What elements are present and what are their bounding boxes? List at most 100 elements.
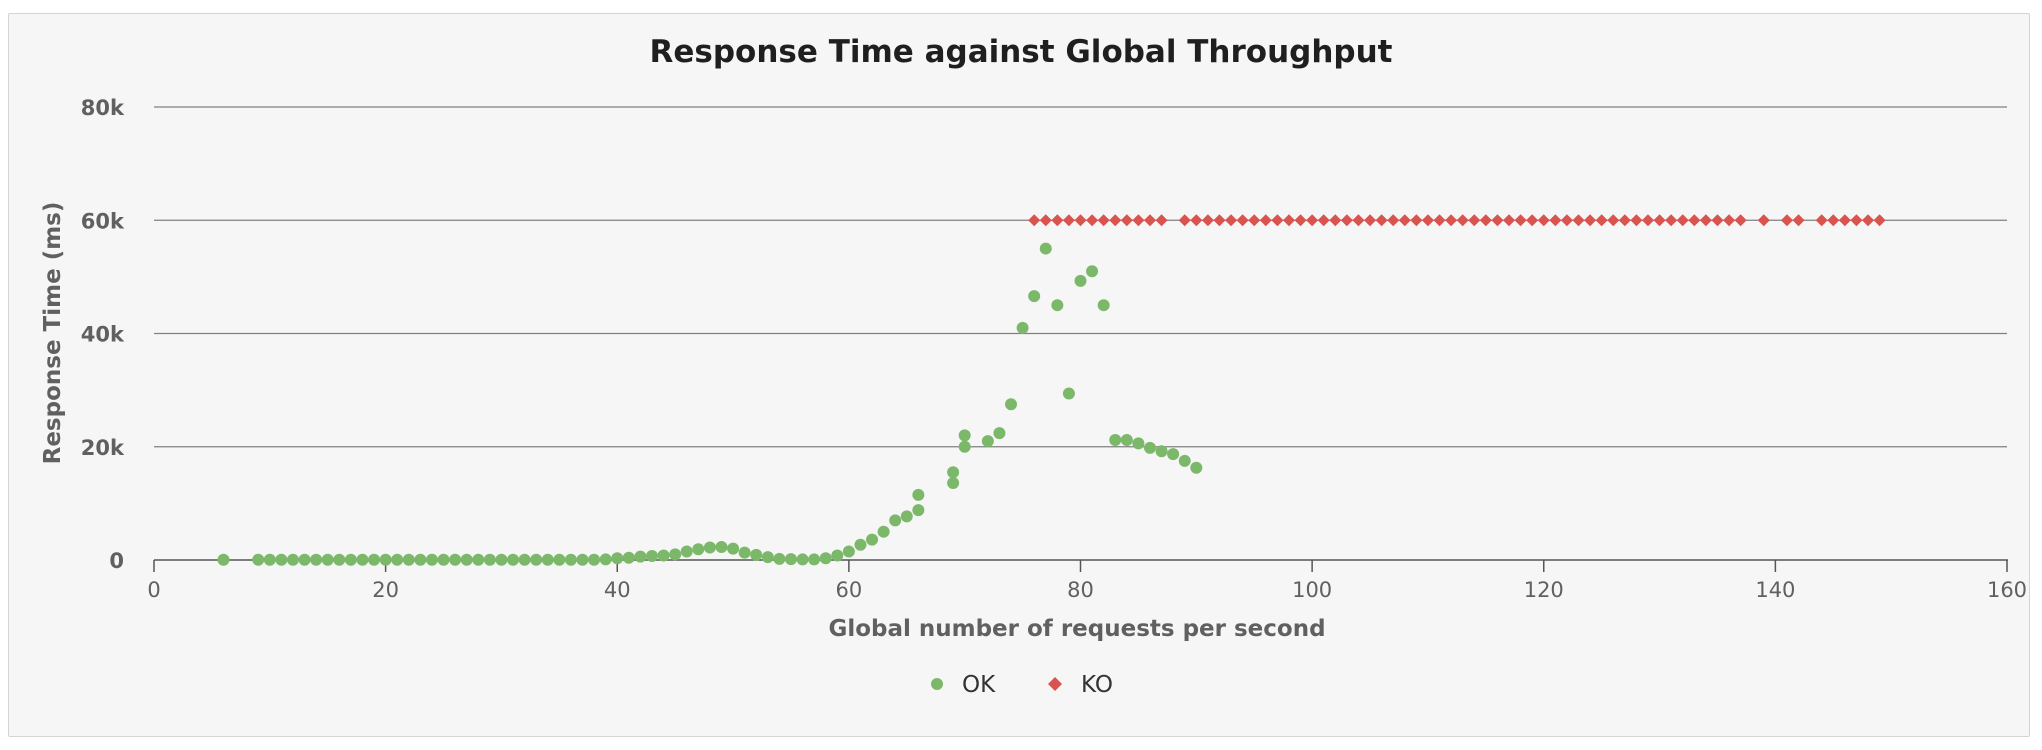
- ko-series: [1028, 214, 1886, 227]
- ok-point: [981, 435, 994, 448]
- ko-point: [1618, 214, 1631, 227]
- ko-point: [1688, 214, 1701, 227]
- ok-point: [993, 427, 1006, 440]
- ko-point: [1062, 214, 1075, 227]
- legend-ok-label: OK: [962, 672, 996, 698]
- ok-point: [275, 553, 288, 566]
- ok-point: [333, 553, 346, 566]
- ko-point: [1873, 214, 1886, 227]
- ko-point: [1225, 214, 1238, 227]
- ok-point: [657, 549, 670, 562]
- ok-point: [831, 549, 844, 562]
- ok-point: [564, 553, 577, 566]
- ko-point: [1051, 214, 1064, 227]
- x-tick-label: 40: [604, 578, 631, 602]
- ok-point: [912, 488, 925, 501]
- ok-point: [518, 553, 531, 566]
- ok-point: [310, 553, 323, 566]
- ok-point: [599, 553, 612, 566]
- x-axis: 0 20 40 60 80 100 120 140 160: [147, 559, 2027, 602]
- ok-point: [1074, 274, 1087, 287]
- ko-point: [1433, 214, 1446, 227]
- ko-point: [1282, 214, 1295, 227]
- ok-point: [889, 514, 902, 527]
- ko-point: [1560, 214, 1573, 227]
- ko-point: [1352, 214, 1365, 227]
- ok-point: [1028, 290, 1041, 303]
- ko-point: [1780, 214, 1793, 227]
- ko-point: [1074, 214, 1087, 227]
- ok-point: [912, 504, 925, 517]
- ok-point: [1178, 454, 1191, 467]
- ko-point: [1607, 214, 1620, 227]
- ok-point: [784, 553, 797, 566]
- ok-point: [1132, 437, 1145, 450]
- ok-point: [1051, 299, 1064, 312]
- ok-point: [773, 552, 786, 565]
- ok-point: [472, 553, 485, 566]
- ok-point: [425, 553, 438, 566]
- ko-point: [1815, 214, 1828, 227]
- ko-point: [1398, 214, 1411, 227]
- ok-point: [344, 553, 357, 566]
- ok-point: [877, 525, 890, 538]
- ko-point: [1653, 214, 1666, 227]
- legend-item-ko[interactable]: KO: [1048, 672, 1113, 698]
- ok-point: [530, 553, 543, 566]
- ko-point: [1120, 214, 1133, 227]
- ok-point: [738, 546, 751, 559]
- ok-point: [958, 440, 971, 453]
- ok-point: [402, 553, 415, 566]
- ok-point: [252, 553, 265, 566]
- ok-point: [1155, 445, 1168, 458]
- legend-ok-marker: [931, 678, 943, 690]
- ko-point: [1479, 214, 1492, 227]
- ko-point: [1468, 214, 1481, 227]
- ok-point: [588, 553, 601, 566]
- ok-point: [576, 553, 589, 566]
- x-tick-label: 120: [1524, 578, 1564, 602]
- ok-point: [703, 541, 716, 554]
- ok-point: [263, 553, 276, 566]
- ok-point: [947, 466, 960, 479]
- ok-point: [217, 553, 230, 566]
- legend-item-ok[interactable]: OK: [931, 672, 996, 698]
- ok-point: [692, 543, 705, 556]
- ok-point: [1062, 387, 1075, 400]
- ok-point: [1190, 461, 1203, 474]
- ok-point: [866, 533, 879, 546]
- ok-point: [727, 542, 740, 555]
- ok-point: [495, 553, 508, 566]
- ko-point: [1572, 214, 1585, 227]
- ko-point: [1792, 214, 1805, 227]
- ko-point: [1039, 214, 1052, 227]
- ok-point: [622, 551, 635, 564]
- ko-point: [1213, 214, 1226, 227]
- ko-point: [1630, 214, 1643, 227]
- ko-point: [1201, 214, 1214, 227]
- ko-point: [1699, 214, 1712, 227]
- x-tick-label: 80: [1067, 578, 1094, 602]
- ok-point: [541, 553, 554, 566]
- y-tick-label: 40k: [81, 323, 125, 347]
- ok-point: [1120, 433, 1133, 446]
- ok-point: [449, 553, 462, 566]
- ok-point: [634, 550, 647, 563]
- ok-point: [437, 553, 450, 566]
- ko-point: [1514, 214, 1527, 227]
- y-axis-title: Response Time (ms): [40, 202, 66, 465]
- chart-title: Response Time against Global Throughput: [650, 34, 1393, 70]
- ko-point: [1641, 214, 1654, 227]
- ko-point: [1503, 214, 1516, 227]
- ok-point: [414, 553, 427, 566]
- ko-point: [1526, 214, 1539, 227]
- ok-point: [645, 550, 658, 563]
- ok-point: [715, 540, 728, 553]
- ko-point: [1271, 214, 1284, 227]
- x-tick-label: 0: [147, 578, 160, 602]
- ok-point: [553, 553, 566, 566]
- ok-point: [507, 553, 520, 566]
- ko-point: [1584, 214, 1597, 227]
- ok-point: [854, 538, 867, 551]
- ok-point: [379, 553, 392, 566]
